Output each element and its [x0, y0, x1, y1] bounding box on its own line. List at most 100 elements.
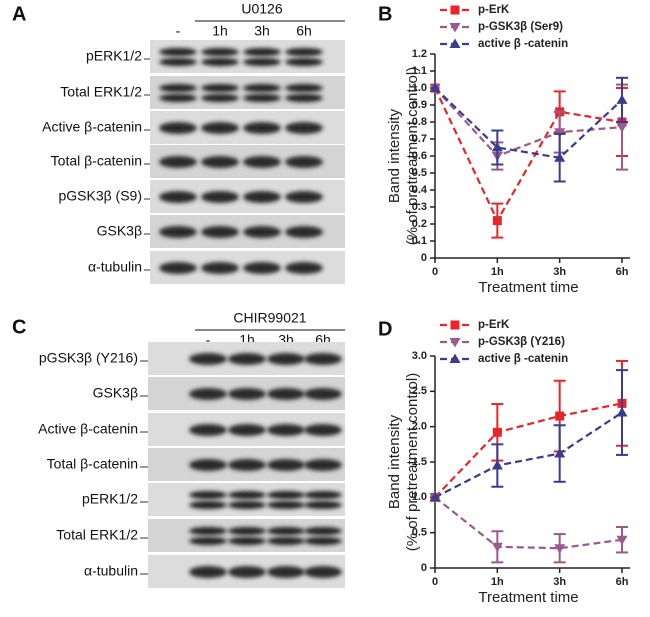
band	[189, 501, 227, 509]
point	[491, 142, 503, 152]
y-tick-label: 0.2	[412, 218, 427, 230]
panel-label: B	[378, 3, 392, 25]
y-tick-label: 1.0	[412, 82, 427, 94]
y-tick-label: 0	[421, 252, 427, 264]
series-line	[434, 496, 623, 550]
blot-row-label: Active β-catenin	[38, 421, 138, 437]
band	[243, 262, 281, 274]
x-tick-label: 3h	[553, 576, 566, 588]
panel-label: D	[378, 318, 392, 340]
band	[243, 226, 281, 238]
band	[159, 226, 197, 238]
panel-label: A	[12, 3, 26, 25]
point	[554, 544, 566, 554]
x-tick-label: 0	[432, 576, 438, 588]
series-line	[434, 87, 623, 159]
band	[228, 459, 266, 471]
point	[555, 411, 565, 421]
band	[285, 262, 323, 274]
y-axis-title: Band intensity	[386, 414, 403, 509]
band	[189, 353, 227, 365]
band	[285, 94, 323, 102]
band	[285, 48, 323, 56]
point	[492, 216, 502, 226]
blot-row-label: GSK3β	[93, 385, 138, 401]
band	[159, 58, 197, 66]
legend-label: active β -catenin	[478, 353, 568, 365]
lane-label: -	[176, 23, 181, 39]
band	[285, 58, 323, 66]
lane-label: -	[206, 332, 211, 348]
legend-label: p-ErK	[478, 4, 510, 16]
band	[304, 501, 342, 509]
point	[492, 427, 502, 437]
y-tick-label: 0.9	[412, 99, 427, 111]
treatment-label: CHIR99021	[233, 310, 306, 326]
x-axis-title: Treatment time	[478, 279, 578, 296]
series-line	[434, 87, 623, 158]
y-tick-label: 0.5	[412, 527, 427, 539]
x-tick-label: 0	[432, 266, 438, 278]
band	[228, 353, 266, 365]
series-line	[434, 411, 623, 499]
band	[243, 84, 281, 92]
y-tick-label: 0	[421, 562, 427, 574]
blot-strip	[150, 40, 345, 73]
legend-label: active β -catenin	[478, 38, 568, 50]
blot-strip	[148, 483, 345, 516]
y-tick-label: 0.8	[412, 116, 427, 128]
band	[243, 156, 281, 168]
legend-marker	[450, 320, 460, 330]
x-tick-label: 6h	[616, 576, 629, 588]
band	[285, 122, 323, 134]
band	[201, 122, 239, 134]
band	[201, 226, 239, 238]
y-axis-title: Band intensity	[386, 108, 403, 203]
legend-marker	[449, 353, 461, 363]
point	[554, 448, 566, 458]
x-axis-title: Treatment time	[478, 589, 578, 606]
legend-marker	[449, 38, 461, 48]
y-tick-label: 1.0	[412, 491, 427, 503]
band	[159, 262, 197, 274]
band	[228, 566, 266, 578]
y-tick-label: 0.4	[412, 184, 428, 196]
band	[228, 388, 266, 400]
band	[159, 122, 197, 134]
band	[243, 48, 281, 56]
band	[201, 48, 239, 56]
band	[267, 537, 305, 545]
band	[201, 84, 239, 92]
band	[228, 424, 266, 436]
y-tick-label: 0.3	[412, 201, 427, 213]
band	[189, 388, 227, 400]
band	[201, 262, 239, 274]
band	[201, 191, 239, 203]
y-tick-label: 1.2	[412, 48, 427, 60]
point	[554, 152, 566, 162]
blot-row-label: α-tubulin	[84, 563, 138, 579]
point	[616, 535, 628, 546]
band	[243, 122, 281, 134]
band	[189, 527, 227, 535]
band	[267, 424, 305, 436]
legend-marker	[449, 23, 461, 33]
legend-marker	[449, 338, 461, 348]
lane-label: 3h	[254, 23, 270, 39]
blot-row-label: pERK1/2	[86, 48, 142, 64]
y-tick-label: 1.1	[412, 65, 427, 77]
y-tick-label: 0.5	[412, 167, 427, 179]
blot-strip	[150, 76, 345, 109]
blot-row-label: Active β-catenin	[42, 119, 142, 135]
y-tick-label: 0.6	[412, 150, 427, 162]
point	[616, 407, 628, 417]
series-line	[434, 87, 623, 223]
band	[243, 58, 281, 66]
band	[285, 156, 323, 168]
band	[304, 491, 342, 499]
point	[616, 123, 628, 133]
band	[304, 527, 342, 535]
band	[243, 191, 281, 203]
band	[159, 84, 197, 92]
